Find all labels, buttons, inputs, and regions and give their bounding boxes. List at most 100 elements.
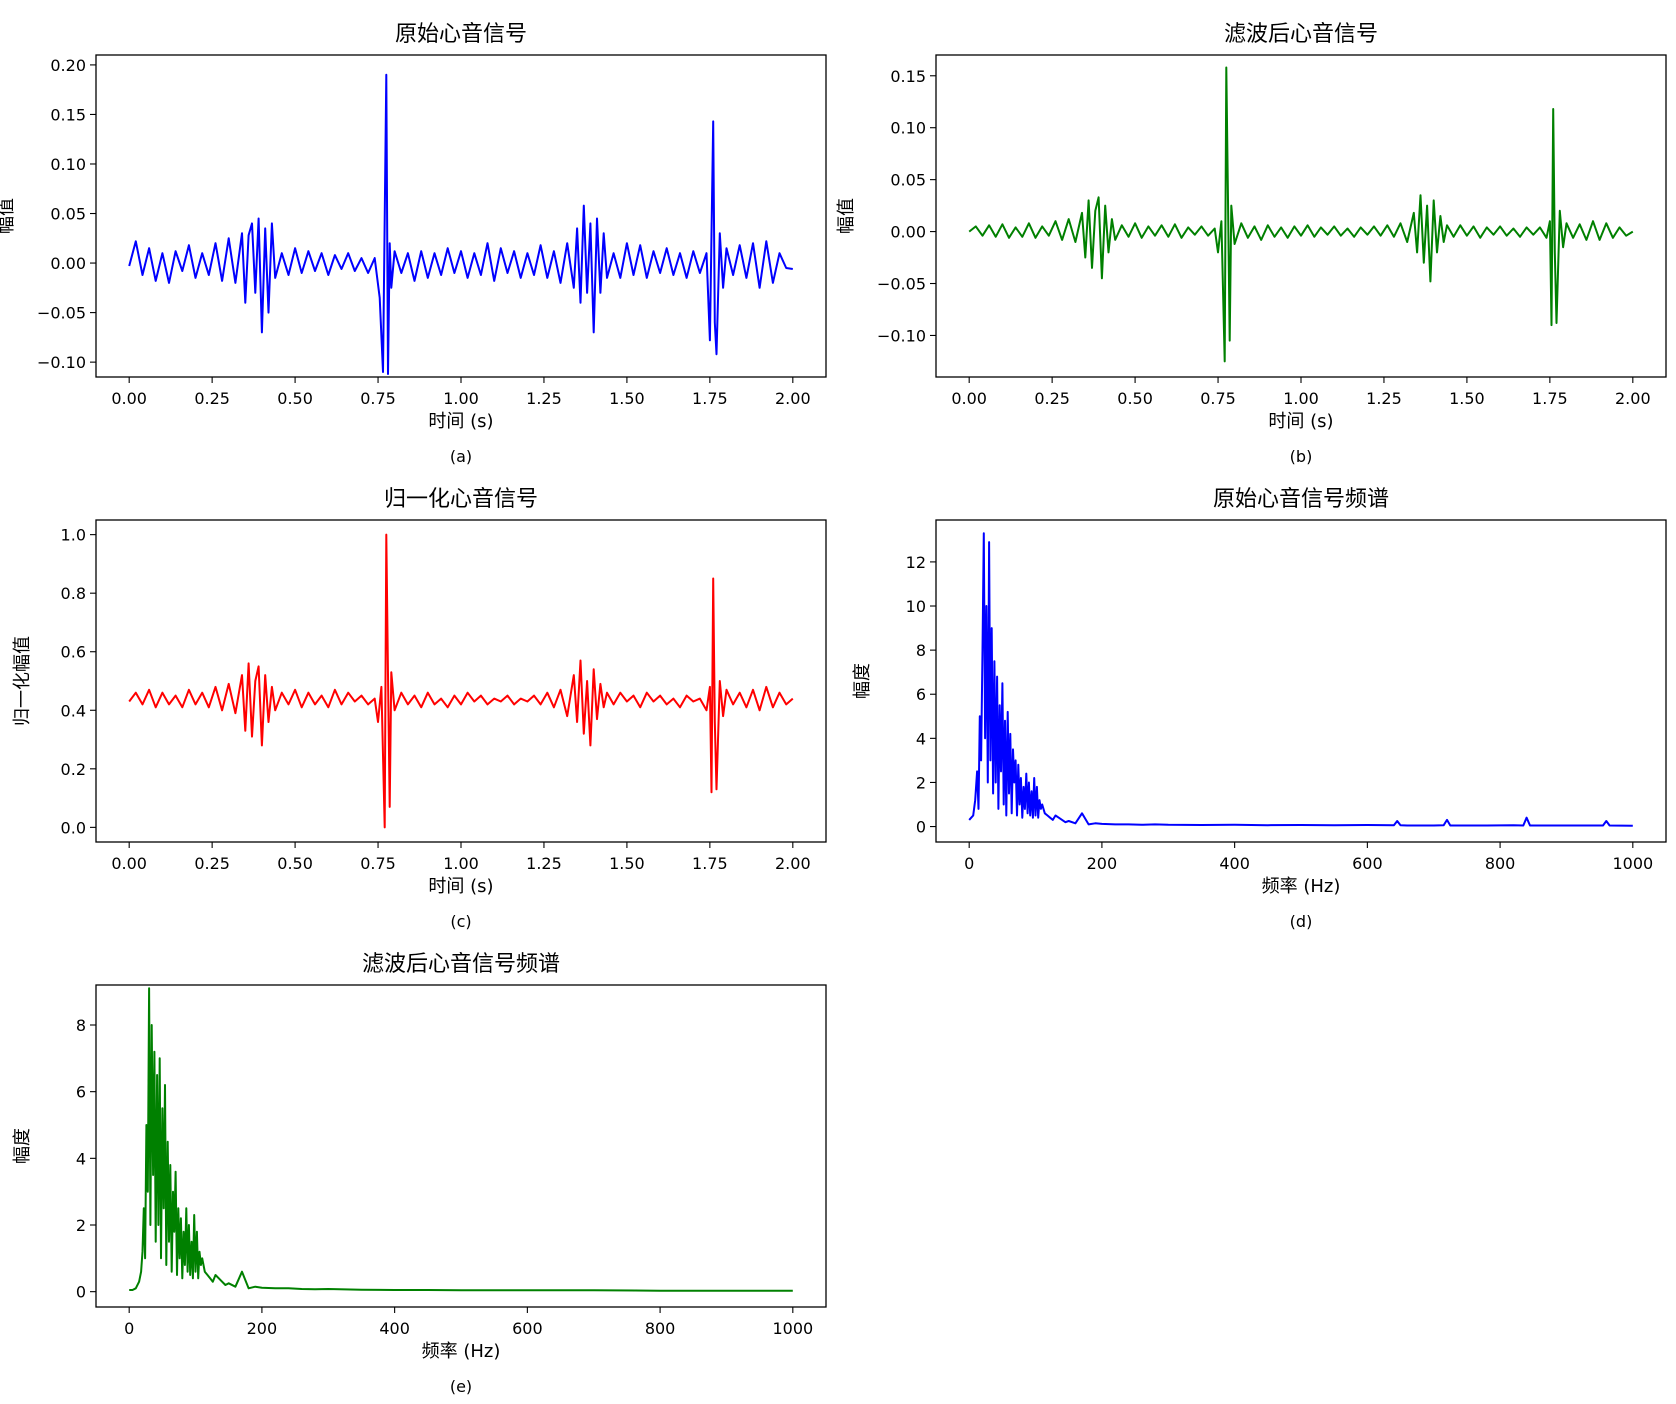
x-tick-label: 0.50 (277, 389, 313, 408)
x-tick-label: 0.50 (277, 854, 313, 873)
x-tick-label: 2.00 (775, 854, 811, 873)
y-tick-label: 0.10 (50, 155, 86, 174)
y-tick-label: 1.0 (61, 526, 86, 545)
y-tick-label: −0.10 (37, 353, 86, 372)
x-tick-label: 0.75 (360, 389, 396, 408)
y-tick-label: 0 (916, 818, 926, 837)
chart-title: 滤波后心音信号频谱 (362, 952, 560, 977)
chart-b: 滤波后心音信号 0.00 0.25 0.50 0.75 1.00 1.25 1.50 1.75 2… (836, 22, 1667, 466)
x-tick-label: 400 (1219, 854, 1250, 873)
x-tick-label: 1.50 (609, 389, 645, 408)
x-tick-label: 800 (645, 1319, 676, 1338)
series-line (968, 532, 1633, 827)
panel-caption: (c) (450, 912, 471, 931)
chart-a: 原始心音信号 0.00 0.25 0.50 0.75 1.00 1.25 1.50 1.75 2.… (0, 22, 827, 466)
series-line (129, 987, 793, 1292)
y-tick-label: 0.00 (890, 223, 926, 242)
x-tick-label: 0.50 (1117, 389, 1153, 408)
chart-title: 归一化心音信号 (384, 487, 538, 512)
x-tick-label: 2.00 (1615, 389, 1651, 408)
y-tick-label: 0.4 (61, 701, 86, 720)
y-tick-label: 0.05 (50, 205, 86, 224)
x-tick-label: 0.00 (951, 389, 987, 408)
panel-caption: (d) (1290, 912, 1313, 931)
x-tick-label: 0 (964, 854, 974, 873)
panel-caption: (e) (450, 1377, 472, 1396)
y-tick-label: 10 (906, 597, 926, 616)
series-line (128, 73, 793, 375)
y-tick-label: 8 (76, 1016, 86, 1035)
y-tick-label: 12 (906, 553, 926, 572)
x-tick-label: 0.00 (111, 854, 147, 873)
x-tick-label: 1.75 (1532, 389, 1568, 408)
y-axis-label: 幅度 (12, 1128, 33, 1164)
y-tick-label: −0.05 (877, 275, 926, 294)
x-axis-label: 时间 (s) (1268, 411, 1333, 432)
y-tick-label: 0.15 (50, 105, 86, 124)
chart-title: 原始心音信号频谱 (1213, 487, 1389, 512)
x-tick-label: 1.50 (1449, 389, 1485, 408)
y-tick-label: 0.05 (890, 171, 926, 190)
y-tick-label: 0.0 (61, 818, 86, 837)
x-tick-label: 1.50 (609, 854, 645, 873)
x-tick-label: 0.25 (194, 854, 230, 873)
chart-e: 滤波后心音信号频谱 0 200 400 600 800 1000 0 2 4 6 8 频率 (Hz) 幅度… (12, 952, 827, 1396)
y-axis-label: 幅值 (836, 198, 857, 234)
chart-c: 归一化心音信号 0.00 0.25 0.50 0.75 1.00 1.25 1.50 1.75 2… (12, 487, 827, 931)
x-axis-label: 频率 (Hz) (422, 1341, 501, 1362)
x-axis-label: 时间 (s) (428, 411, 493, 432)
y-tick-label: 0 (76, 1283, 86, 1302)
y-tick-label: 2 (916, 773, 926, 792)
y-tick-label: 0.00 (50, 254, 86, 273)
y-axis-label: 幅值 (0, 198, 17, 234)
panel-caption: (b) (1290, 447, 1313, 466)
y-tick-label: 4 (76, 1149, 86, 1168)
series-line (968, 66, 1634, 363)
x-tick-label: 600 (1352, 854, 1383, 873)
x-tick-label: 0.75 (1200, 389, 1236, 408)
x-tick-label: 1.25 (1366, 389, 1402, 408)
y-tick-label: 0.6 (61, 643, 86, 662)
x-tick-label: 800 (1485, 854, 1516, 873)
x-tick-label: 200 (1087, 854, 1118, 873)
chart-title: 滤波后心音信号 (1224, 22, 1378, 47)
y-tick-label: 6 (76, 1083, 86, 1102)
x-tick-label: 1.00 (443, 854, 479, 873)
y-tick-label: 8 (916, 641, 926, 660)
x-tick-label: 0 (124, 1319, 134, 1338)
x-tick-label: 1.00 (443, 389, 479, 408)
panel-caption: (a) (450, 447, 472, 466)
y-tick-label: 4 (916, 729, 926, 748)
x-tick-label: 1.75 (692, 854, 728, 873)
x-tick-label: 1.00 (1283, 389, 1319, 408)
x-tick-label: 200 (247, 1319, 278, 1338)
y-tick-label: 0.10 (890, 119, 926, 138)
x-tick-label: 600 (512, 1319, 543, 1338)
y-axis-label: 归一化幅值 (12, 636, 33, 726)
y-tick-label: 2 (76, 1216, 86, 1235)
y-axis-label: 幅度 (852, 663, 873, 699)
x-tick-label: 1000 (1612, 854, 1653, 873)
x-tick-label: 1000 (772, 1319, 813, 1338)
chart-title: 原始心音信号 (395, 22, 527, 47)
x-tick-label: 1.75 (692, 389, 728, 408)
x-tick-label: 2.00 (775, 389, 811, 408)
x-tick-label: 0.25 (194, 389, 230, 408)
chart-d: 原始心音信号频谱 0 200 400 600 800 1000 0 2 4 6 8 10 12 频率 (Hz… (852, 487, 1667, 931)
y-tick-label: 0.8 (61, 584, 86, 603)
plot-frame (95, 984, 827, 1308)
y-tick-label: 0.2 (61, 760, 86, 779)
x-tick-label: 1.25 (526, 389, 562, 408)
x-tick-label: 400 (379, 1319, 410, 1338)
plot-frame (95, 519, 827, 843)
x-tick-label: 0.75 (360, 854, 396, 873)
y-tick-label: 6 (916, 685, 926, 704)
x-tick-label: 0.00 (111, 389, 147, 408)
y-tick-label: −0.05 (37, 304, 86, 323)
y-tick-label: −0.10 (877, 326, 926, 345)
plot-frame (935, 519, 1667, 843)
x-axis-label: 时间 (s) (428, 876, 493, 897)
x-axis-label: 频率 (Hz) (1262, 876, 1341, 897)
x-tick-label: 0.25 (1034, 389, 1070, 408)
